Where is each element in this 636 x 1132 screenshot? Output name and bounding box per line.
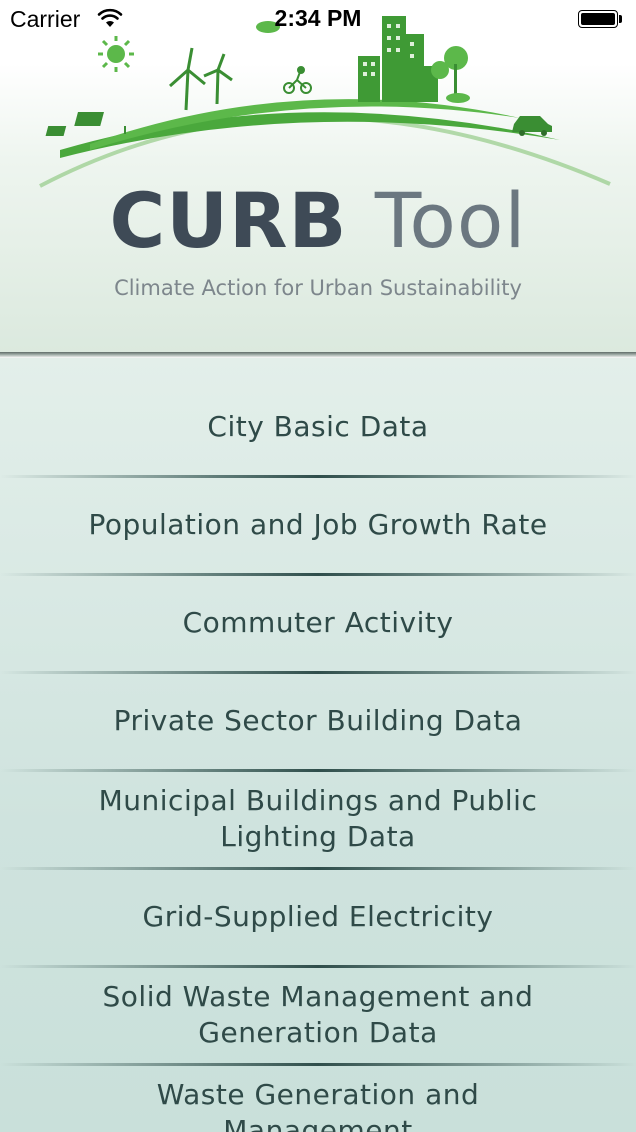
carrier-label: Carrier (10, 6, 81, 32)
header-divider (0, 352, 636, 358)
cyclist-icon (283, 66, 312, 94)
menu-divider (0, 573, 636, 576)
menu-divider (0, 769, 636, 772)
menu-item-solid-waste[interactable]: Solid Waste Management and Generation Da… (0, 966, 636, 1064)
solar-panel-icon (45, 112, 126, 136)
status-bar: Carrier 2:34 PM (0, 0, 636, 40)
menu-divider (0, 867, 636, 870)
logo-title-tool: Tool (374, 176, 527, 265)
header: CURB Tool Climate Action for Urban Susta… (0, 0, 636, 354)
menu-item-city-basic-data[interactable]: City Basic Data (0, 378, 636, 476)
sun-icon (98, 36, 134, 72)
menu-item-label: Private Sector Building Data (113, 704, 523, 737)
status-time: 2:34 PM (274, 5, 362, 31)
menu-item-private-sector-building[interactable]: Private Sector Building Data (0, 672, 636, 770)
car-icon (512, 116, 552, 136)
logo-subtitle: Climate Action for Urban Sustainability (114, 276, 522, 300)
buildings-icon (358, 16, 438, 102)
menu-item-municipal-buildings[interactable]: Municipal Buildings and Public Lighting … (0, 770, 636, 868)
menu-item-label: Population and Job Growth Rate (88, 508, 548, 541)
menu-list: City Basic Data Population and Job Growt… (0, 358, 636, 1132)
menu-item-label: Solid Waste Management and Generation Da… (102, 980, 534, 1049)
battery-icon (578, 10, 624, 30)
menu-item-label: City Basic Data (207, 410, 429, 443)
menu-item-label: Commuter Activity (182, 606, 454, 639)
wifi-icon (97, 8, 123, 27)
menu-item-grid-electricity[interactable]: Grid-Supplied Electricity (0, 868, 636, 966)
menu-item-commuter-activity[interactable]: Commuter Activity (0, 574, 636, 672)
menu-divider (0, 475, 636, 478)
logo-title: CURB Tool (0, 176, 636, 265)
logo-title-main: CURB (109, 176, 348, 265)
cloud-icon (256, 21, 280, 33)
menu-item-waste-generation[interactable]: Waste Generation and Management (0, 1064, 636, 1132)
menu-item-label: Grid-Supplied Electricity (142, 900, 494, 933)
trees-icon (431, 46, 470, 103)
wind-turbine-icon (169, 47, 233, 111)
menu-divider (0, 965, 636, 968)
menu-divider (0, 1063, 636, 1066)
menu-item-population-job-growth[interactable]: Population and Job Growth Rate (0, 476, 636, 574)
menu-item-label: Waste Generation and Management (156, 1078, 480, 1132)
menu-item-label: Municipal Buildings and Public Lighting … (98, 784, 538, 853)
city-skyline-illustration (39, 16, 611, 188)
menu-divider (0, 671, 636, 674)
